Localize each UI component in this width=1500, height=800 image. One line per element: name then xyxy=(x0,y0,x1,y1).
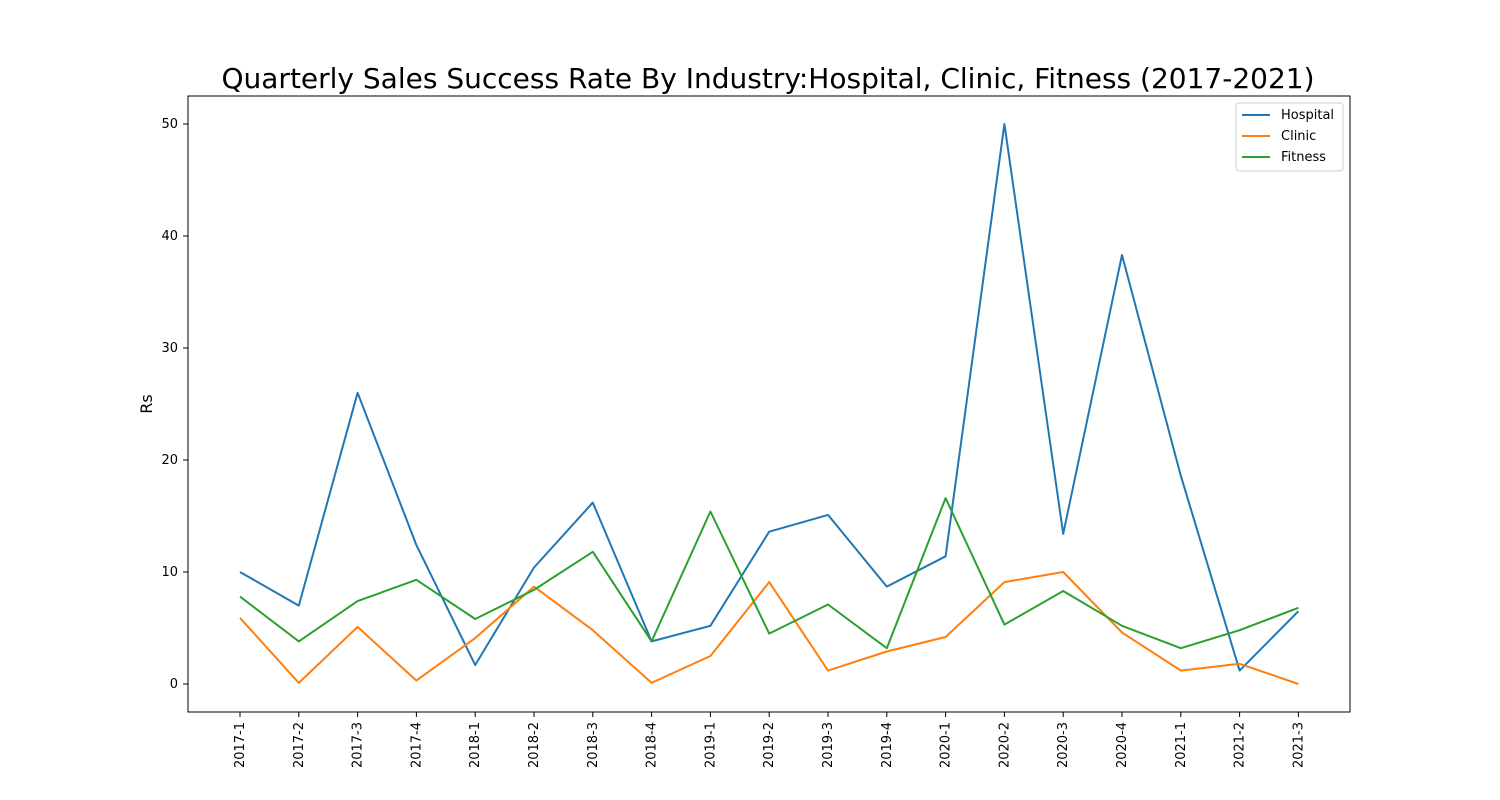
x-tick-label: 2019-4 xyxy=(880,722,895,768)
chart-title: Quarterly Sales Success Rate By Industry… xyxy=(221,62,1314,95)
x-tick-label: 2020-3 xyxy=(1056,722,1071,768)
series-line-hospital xyxy=(239,123,1300,672)
series-line-clinic xyxy=(239,571,1299,685)
x-tick-label: 2017-4 xyxy=(409,722,424,768)
x-tick-label: 2020-4 xyxy=(1115,722,1130,768)
y-axis-label: Rs xyxy=(137,394,156,413)
y-tick-label: 20 xyxy=(161,453,178,468)
series-line-fitness xyxy=(239,497,1299,650)
legend-label-fitness: Fitness xyxy=(1281,150,1326,165)
x-tick-label: 2021-1 xyxy=(1174,722,1189,768)
x-tick-label: 2017-2 xyxy=(292,722,307,768)
y-tick-label: 40 xyxy=(161,229,178,244)
legend: Hospital Clinic Fitness xyxy=(1235,102,1344,172)
y-tick-label: 30 xyxy=(161,341,178,356)
plot-area xyxy=(239,123,1300,685)
x-tick-label: 2019-1 xyxy=(703,722,718,768)
x-tick-label: 2020-1 xyxy=(939,722,954,768)
x-tick-label: 2018-3 xyxy=(586,722,601,768)
x-tick-label: 2020-2 xyxy=(997,722,1012,768)
x-tick-label: 2017-3 xyxy=(351,722,366,768)
x-tick-label: 2017-1 xyxy=(233,722,248,768)
x-tick-label: 2019-2 xyxy=(762,722,777,768)
x-tick-label: 2019-3 xyxy=(821,722,836,768)
x-tick-label: 2021-2 xyxy=(1233,722,1248,768)
x-tick-label: 2018-1 xyxy=(468,722,483,768)
y-tick-label: 10 xyxy=(161,565,178,580)
y-tick-label: 0 xyxy=(170,677,178,692)
y-tick-label: 50 xyxy=(161,117,178,132)
legend-label-clinic: Clinic xyxy=(1281,129,1316,144)
x-tick-label: 2018-2 xyxy=(527,722,542,768)
y-axis: 0 10 20 30 40 50 xyxy=(161,117,188,692)
legend-label-hospital: Hospital xyxy=(1281,108,1334,123)
legend-box xyxy=(1235,102,1344,172)
x-axis: 2017-1 2017-2 2017-3 2017-4 2018-1 2018-2 2018… xyxy=(233,712,1306,768)
x-tick-label: 2018-4 xyxy=(645,722,660,768)
x-tick-label: 2021-3 xyxy=(1291,722,1306,768)
